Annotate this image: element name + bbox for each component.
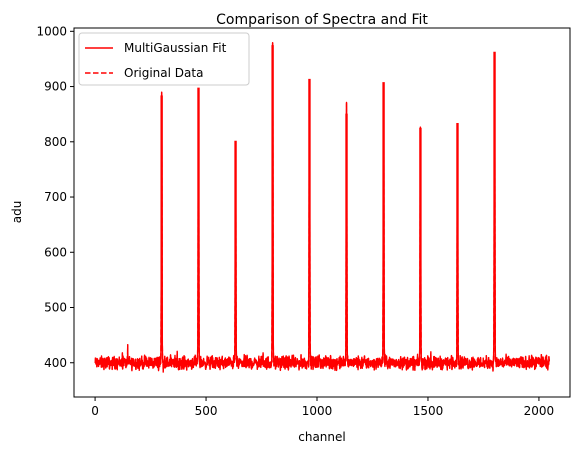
chart-title: Comparison of Spectra and Fit: [216, 12, 428, 28]
y-tick-label: 600: [44, 245, 67, 259]
x-axis-ticks: 0 500 1000 1500 2000: [91, 397, 554, 418]
y-tick-label: 900: [44, 80, 67, 94]
x-tick-label: 0: [91, 404, 99, 418]
y-tick-label: 1000: [36, 24, 67, 38]
x-tick-label: 2000: [524, 404, 555, 418]
y-tick-label: 800: [44, 135, 67, 149]
y-tick-label: 700: [44, 190, 67, 204]
y-tick-label: 400: [44, 356, 67, 370]
legend-box: [78, 32, 250, 86]
x-tick-label: 500: [195, 404, 218, 418]
x-tick-label: 1500: [413, 404, 444, 418]
y-tick-label: 500: [44, 301, 67, 315]
x-axis-label: channel: [298, 430, 345, 444]
legend-label-data: Original Data: [124, 66, 203, 80]
legend: MultiGaussian Fit Original Data: [78, 32, 250, 86]
y-axis-label: adu: [10, 201, 24, 224]
axes-frame: [73, 27, 571, 398]
series-line-data: [94, 42, 551, 373]
x-tick-label: 1000: [302, 404, 333, 418]
plot-area: [73, 27, 571, 398]
legend-label-fit: MultiGaussian Fit: [124, 41, 227, 55]
y-axis-ticks: 400 500 600 700 800 900 1000: [36, 24, 74, 370]
series-layer: [94, 42, 551, 373]
